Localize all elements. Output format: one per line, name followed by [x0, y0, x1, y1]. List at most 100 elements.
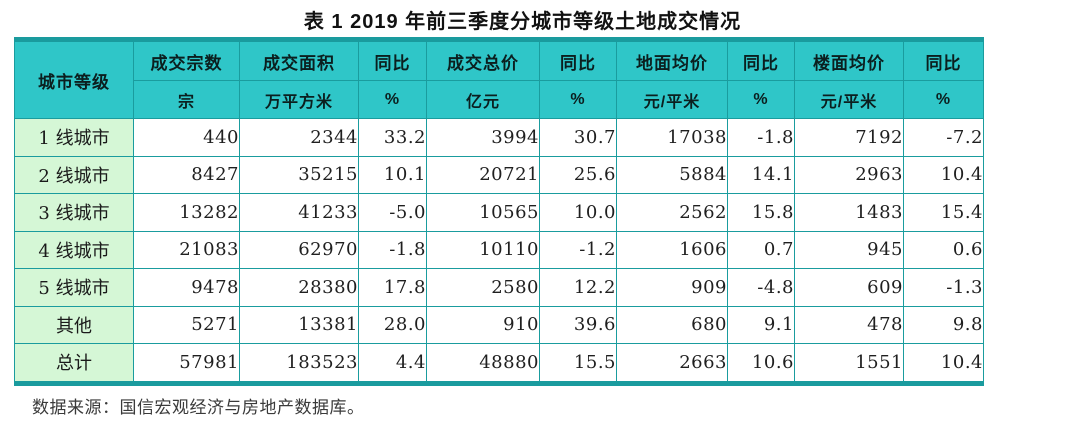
cell-value: 9.1 [727, 305, 795, 344]
row-label: 5 线城市 [14, 268, 134, 307]
col-header-yoy-3: 同比 [727, 39, 795, 81]
cell-value: 14.1 [727, 155, 795, 194]
cell-value: 910 [426, 305, 540, 344]
unit-floor-avg-price: 元/平米 [794, 80, 904, 119]
table-row-tier4: 4 线城市 21083 62970 -1.8 10110 -1.2 1606 0… [14, 230, 984, 269]
cell-value: 2580 [426, 268, 540, 307]
cell-value: 440 [133, 118, 240, 157]
header-row-labels: 城市等级 成交宗数 成交面积 同比 成交总价 同比 地面均价 同比 楼面均价 同… [14, 39, 984, 119]
table-row-tier1: 1 线城市 440 2344 33.2 3994 30.7 17038 -1.8… [14, 118, 984, 157]
cell-value: 13282 [133, 193, 240, 232]
cell-value: 30.7 [539, 118, 617, 157]
cell-value: 9.8 [903, 305, 984, 344]
unit-land-avg-price: 元/平米 [616, 80, 728, 119]
table-row-total: 总计 57981 183523 4.4 48880 15.5 2663 10.6… [14, 343, 984, 384]
cell-value: 2663 [616, 343, 728, 384]
cell-value: 5271 [133, 305, 240, 344]
cell-value: 680 [616, 305, 728, 344]
cell-value: -1.8 [727, 118, 795, 157]
header-row-units: 宗 万平方米 % 亿元 % 元/平米 % 元/平米 % [15, 80, 984, 119]
col-header-floor-avg-price: 楼面均价 [794, 39, 904, 81]
cell-value: 28.0 [358, 305, 427, 344]
cell-value: 10565 [426, 193, 540, 232]
table-row-tier5: 5 线城市 9478 28380 17.8 2580 12.2 909 -4.8… [14, 268, 984, 307]
cell-value: -1.2 [539, 230, 617, 269]
row-label: 1 线城市 [14, 118, 134, 157]
cell-value: -1.3 [903, 268, 984, 307]
cell-value: 13381 [239, 305, 359, 344]
data-source-note: 数据来源：国信宏观经济与房地产数据库。 [32, 398, 365, 418]
cell-value: 28380 [239, 268, 359, 307]
cell-value: 7192 [794, 118, 904, 157]
cell-value: 2344 [239, 118, 359, 157]
cell-value: 15.8 [727, 193, 795, 232]
cell-value: 2562 [616, 193, 728, 232]
cell-value: 15.5 [539, 343, 617, 384]
table-row-tier2: 2 线城市 8427 35215 10.1 20721 25.6 5884 14… [14, 155, 984, 194]
unit-yoy-2: % [539, 80, 617, 119]
cell-value: 21083 [133, 230, 240, 269]
cell-value: 20721 [426, 155, 540, 194]
cell-value: 10110 [426, 230, 540, 269]
cell-value: 2963 [794, 155, 904, 194]
row-label: 其他 [14, 305, 134, 344]
cell-value: 3994 [426, 118, 540, 157]
col-header-deal-count: 成交宗数 [133, 39, 240, 81]
cell-value: 4.4 [358, 343, 427, 384]
col-header-yoy-4: 同比 [903, 39, 984, 81]
col-header-deal-value: 成交总价 [426, 39, 540, 81]
row-label: 总计 [14, 343, 134, 384]
cell-value: 10.4 [903, 343, 984, 384]
row-label: 2 线城市 [14, 155, 134, 194]
cell-value: -1.8 [358, 230, 427, 269]
unit-deal-count: 宗 [133, 80, 240, 119]
col-header-city-tier: 城市等级 [14, 39, 134, 119]
col-header-deal-area: 成交面积 [239, 39, 359, 81]
cell-value: 25.6 [539, 155, 617, 194]
cell-value: -5.0 [358, 193, 427, 232]
cell-value: 0.7 [727, 230, 795, 269]
table-row-tier3: 3 线城市 13282 41233 -5.0 10565 10.0 2562 1… [14, 193, 984, 232]
cell-value: 10.6 [727, 343, 795, 384]
land-transactions-table: 城市等级 成交宗数 成交面积 同比 成交总价 同比 地面均价 同比 楼面均价 同… [14, 37, 984, 386]
cell-value: 1606 [616, 230, 728, 269]
cell-value: 945 [794, 230, 904, 269]
cell-value: 1483 [794, 193, 904, 232]
cell-value: 62970 [239, 230, 359, 269]
cell-value: 35215 [239, 155, 359, 194]
cell-value: 9478 [133, 268, 240, 307]
unit-deal-value: 亿元 [426, 80, 540, 119]
cell-value: 10.1 [358, 155, 427, 194]
cell-value: -7.2 [903, 118, 984, 157]
cell-value: 33.2 [358, 118, 427, 157]
cell-value: 609 [794, 268, 904, 307]
cell-value: 39.6 [539, 305, 617, 344]
col-header-land-avg-price: 地面均价 [616, 39, 728, 81]
row-label: 3 线城市 [14, 193, 134, 232]
cell-value: 17038 [616, 118, 728, 157]
cell-value: 1551 [794, 343, 904, 384]
cell-value: 41233 [239, 193, 359, 232]
cell-value: 10.0 [539, 193, 617, 232]
cell-value: 5884 [616, 155, 728, 194]
cell-value: 57981 [133, 343, 240, 384]
cell-value: 15.4 [903, 193, 984, 232]
cell-value: 183523 [239, 343, 359, 384]
cell-value: 48880 [426, 343, 540, 384]
cell-value: 12.2 [539, 268, 617, 307]
cell-value: 0.6 [903, 230, 984, 269]
cell-value: -4.8 [727, 268, 795, 307]
col-header-yoy-1: 同比 [358, 39, 427, 81]
cell-value: 478 [794, 305, 904, 344]
unit-yoy-4: % [903, 80, 984, 119]
unit-yoy-3: % [727, 80, 795, 119]
table-title: 表 1 2019 年前三季度分城市等级土地成交情况 [303, 11, 742, 33]
cell-value: 10.4 [903, 155, 984, 194]
table-row-other: 其他 5271 13381 28.0 910 39.6 680 9.1 478 … [14, 305, 984, 344]
col-header-yoy-2: 同比 [539, 39, 617, 81]
cell-value: 8427 [133, 155, 240, 194]
cell-value: 17.8 [358, 268, 427, 307]
unit-deal-area: 万平方米 [239, 80, 359, 119]
cell-value: 909 [616, 268, 728, 307]
